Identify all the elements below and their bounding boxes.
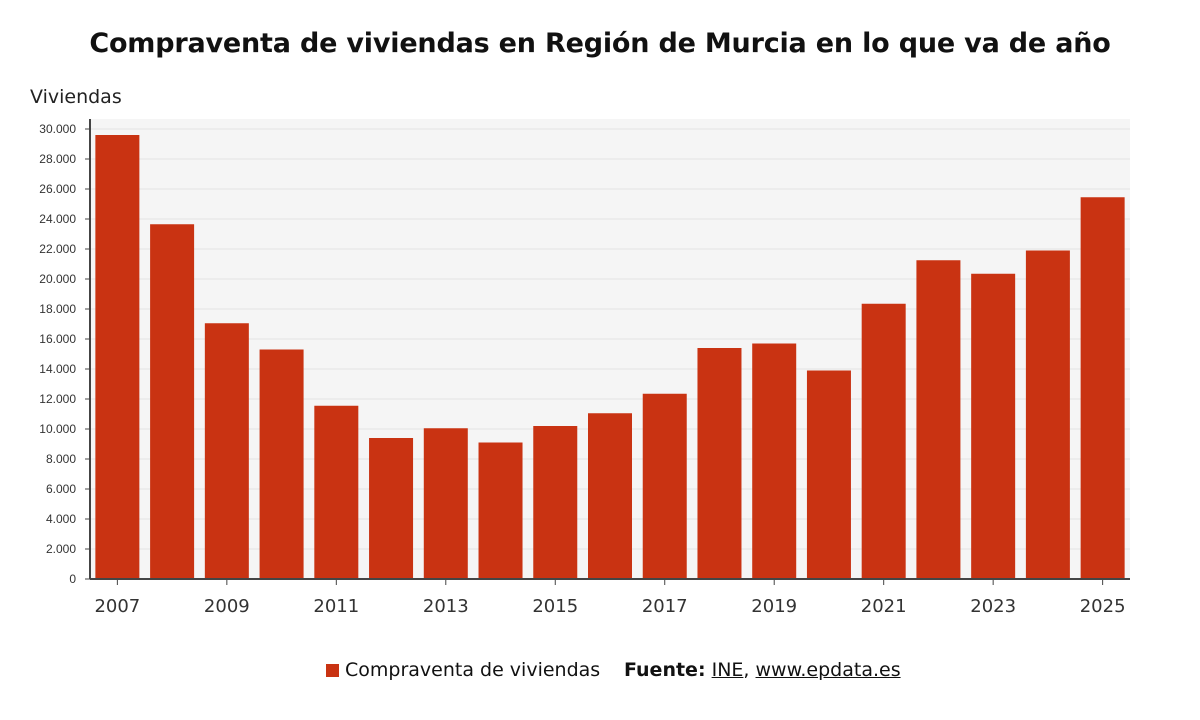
y-tick-label: 2.000 (46, 542, 76, 556)
y-tick-label: 30.000 (39, 122, 76, 136)
source-link-epdata[interactable]: www.epdata.es (755, 659, 901, 681)
bar-2013[interactable] (423, 428, 468, 579)
y-tick-label: 6.000 (46, 482, 76, 496)
bar-2022[interactable] (916, 260, 961, 579)
bar-2016[interactable] (588, 413, 632, 579)
bar-2010[interactable] (259, 349, 304, 580)
bar-2021[interactable] (861, 303, 906, 579)
source-link-ine[interactable]: INE (711, 659, 744, 681)
bar-2025[interactable] (1080, 197, 1125, 579)
bar-2009[interactable] (204, 323, 249, 579)
y-tick-label: 28.000 (39, 152, 76, 166)
x-tick-label: 2019 (751, 596, 797, 617)
y-tick-label: 20.000 (39, 272, 76, 286)
bar-2023[interactable] (971, 273, 1016, 579)
legend-label: Compraventa de viviendas (345, 659, 601, 681)
y-tick-label: 16.000 (39, 332, 76, 346)
x-tick-label: 2013 (423, 596, 469, 617)
bar-2019[interactable] (752, 343, 797, 580)
bar-2024[interactable] (1025, 250, 1070, 580)
bar-2018[interactable] (697, 348, 742, 579)
y-tick-label: 0 (69, 572, 76, 586)
legend-swatch (326, 663, 339, 677)
y-tick-label: 22.000 (39, 242, 76, 256)
bars (95, 135, 1125, 580)
x-tick-label: 2009 (204, 596, 250, 617)
legend[interactable]: Compraventa de viviendas (326, 659, 600, 681)
x-tick-labels: 2007 2009 2011 2013 2015 2017 2019 2021 2023 2025 (94, 596, 1125, 617)
bar-2014[interactable] (478, 442, 523, 580)
bar-2007[interactable] (95, 135, 140, 579)
y-tick-label: 24.000 (39, 212, 76, 226)
y-tick-label: 18.000 (39, 302, 76, 316)
bar-2012[interactable] (369, 438, 414, 579)
x-tick-label: 2011 (313, 596, 359, 617)
y-tick-label: 12.000 (39, 392, 76, 406)
x-tick-label: 2015 (532, 596, 578, 617)
axes (89, 119, 1130, 585)
chart-title: Compraventa de viviendas en Región de Mu… (89, 28, 1111, 59)
y-tick-label: 4.000 (46, 512, 76, 526)
y-tick-label: 26.000 (39, 182, 76, 196)
bar-2020[interactable] (806, 370, 851, 580)
x-tick-label: 2017 (642, 596, 688, 617)
source-credit: Fuente: INE, www.epdata.es (624, 659, 901, 681)
y-tick-label: 14.000 (39, 362, 76, 376)
x-tick-label: 2021 (861, 596, 907, 617)
y-tick-label: 10.000 (39, 422, 76, 436)
bar-2008[interactable] (150, 224, 195, 579)
bar-2017[interactable] (642, 393, 687, 579)
x-tick-label: 2007 (94, 596, 140, 617)
source-label: Fuente: (624, 659, 706, 681)
bar-2015[interactable] (533, 426, 578, 579)
y-tick-label: 8.000 (46, 452, 76, 466)
y-tick-labels: 0 2.000 4.000 6.000 8.000 10.000 12.000 14.000 1… (39, 122, 76, 586)
y-axis-title: Viviendas (30, 86, 122, 108)
x-tick-label: 2023 (970, 596, 1016, 617)
source-separator: , (743, 659, 750, 681)
x-tick-label: 2025 (1080, 596, 1126, 617)
bar-2011[interactable] (314, 405, 359, 579)
